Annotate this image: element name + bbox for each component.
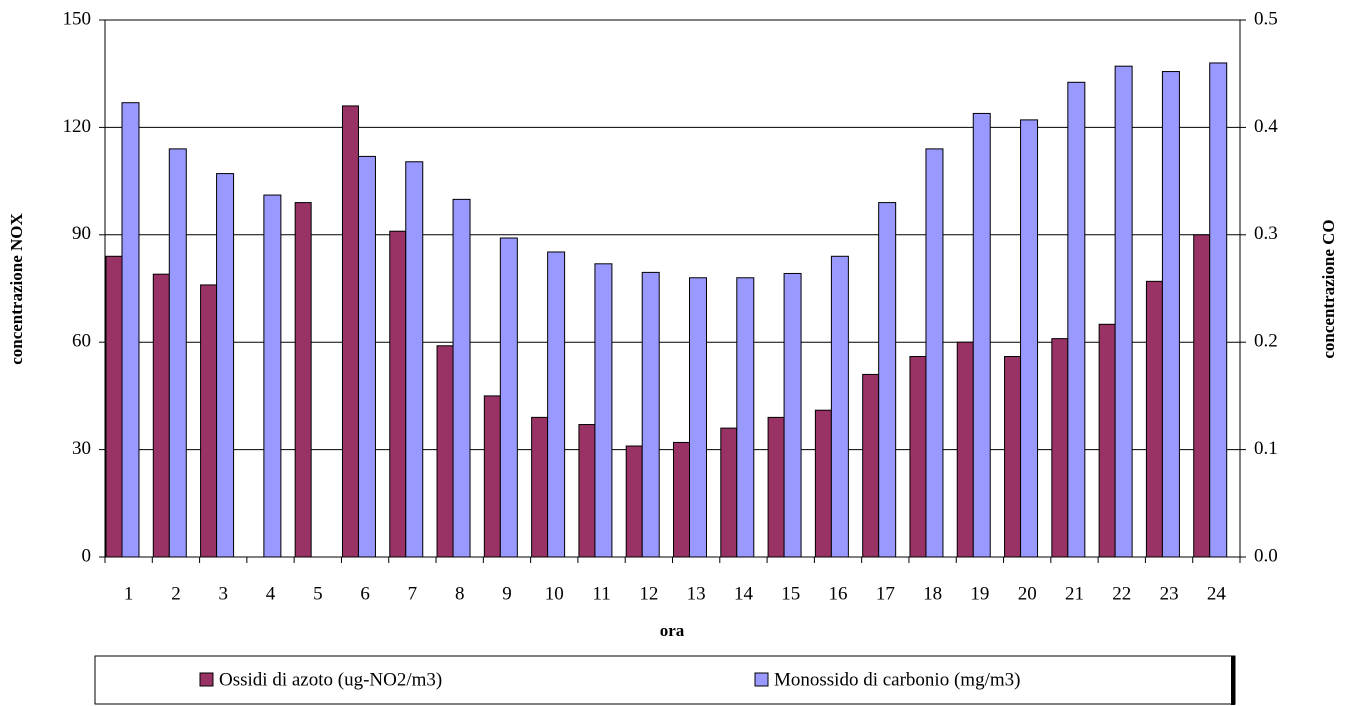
bar [972,112,991,558]
bar [673,441,690,558]
bar [483,395,501,558]
x-tick-label: 7 [408,583,418,604]
bar [862,373,880,558]
bar [625,445,643,558]
x-tick-label: 20 [1018,583,1037,604]
y-tick-label: 60 [72,331,91,352]
bar [341,105,359,558]
bar [452,198,471,558]
bar [689,277,707,558]
bar [547,251,566,558]
x-tick-label: 23 [1160,583,1179,604]
x-tick-label: 6 [360,583,370,604]
x-tick-label: 24 [1207,583,1227,604]
bar [1004,356,1022,558]
x-tick-label: 15 [781,583,800,604]
bar [1193,234,1211,558]
bar [830,255,849,558]
legend-swatch [199,672,214,687]
bar [105,255,123,558]
x-tick-label: 13 [687,583,706,604]
bar [1114,65,1133,558]
y2-tick-label: 0.1 [1254,438,1278,459]
bar [720,427,738,558]
x-tick-label: 2 [171,583,181,604]
bar [1051,338,1069,558]
x-tick-label: 5 [313,583,323,604]
x-axis-title: ora [660,621,685,640]
bar [436,345,454,558]
bar [736,277,755,558]
x-tick-label: 22 [1112,583,1131,604]
bar [956,341,974,558]
bar [152,273,170,558]
y2-tick-label: 0.0 [1254,545,1278,566]
x-tick-label: 8 [455,583,465,604]
x-tick-label: 1 [124,583,134,604]
x-tick-label: 10 [545,583,564,604]
bar [594,263,613,558]
bar [1145,280,1163,558]
x-tick-label: 16 [829,583,848,604]
bar [783,272,802,558]
y2-tick-label: 0.2 [1254,331,1278,352]
bar [641,271,660,558]
bar [1098,323,1116,558]
bar [767,416,785,558]
x-tick-label: 21 [1065,583,1084,604]
y2-tick-label: 0.5 [1254,8,1278,29]
y-tick-label: 90 [72,223,91,244]
bar [405,161,424,558]
y2-tick-label: 0.3 [1254,223,1278,244]
x-tick-label: 4 [266,583,276,604]
y-tick-label: 30 [72,438,91,459]
x-tick-label: 12 [639,583,658,604]
x-tick-label: 17 [876,583,895,604]
bar [499,237,518,558]
bar [168,148,187,558]
bar [1209,62,1228,558]
bar [216,173,235,558]
y-tick-label: 150 [63,8,92,29]
bar [1067,81,1086,558]
legend-label: Monossido di carbonio (mg/m3) [774,669,1020,690]
bar [578,424,596,558]
bar [294,202,312,558]
bar [1020,119,1039,558]
x-tick-label: 19 [970,583,989,604]
bar [531,416,549,558]
x-tick-label: 18 [923,583,942,604]
x-tick-label: 9 [502,583,512,604]
bar [357,155,376,558]
legend-swatch [754,672,769,687]
y-tick-label: 120 [63,116,92,137]
bar [909,356,927,558]
legend-box [94,655,1236,705]
y2-tick-label: 0.4 [1254,116,1278,137]
y-tick-label: 0 [82,545,92,566]
x-tick-label: 3 [218,583,228,604]
bar [389,230,407,558]
bar [263,194,282,558]
x-tick-label: 11 [592,583,610,604]
bar [121,102,140,558]
y2-axis-title: concentrazione CO [1319,219,1338,358]
bar [925,148,944,558]
legend-label: Ossidi di azoto (ug-NO2/m3) [219,669,442,690]
bar [200,284,218,558]
bar [1161,71,1180,558]
bar [814,409,832,558]
y-axis-title: concentrazione NOX [7,213,26,365]
x-tick-label: 14 [734,583,754,604]
bar [878,202,897,558]
